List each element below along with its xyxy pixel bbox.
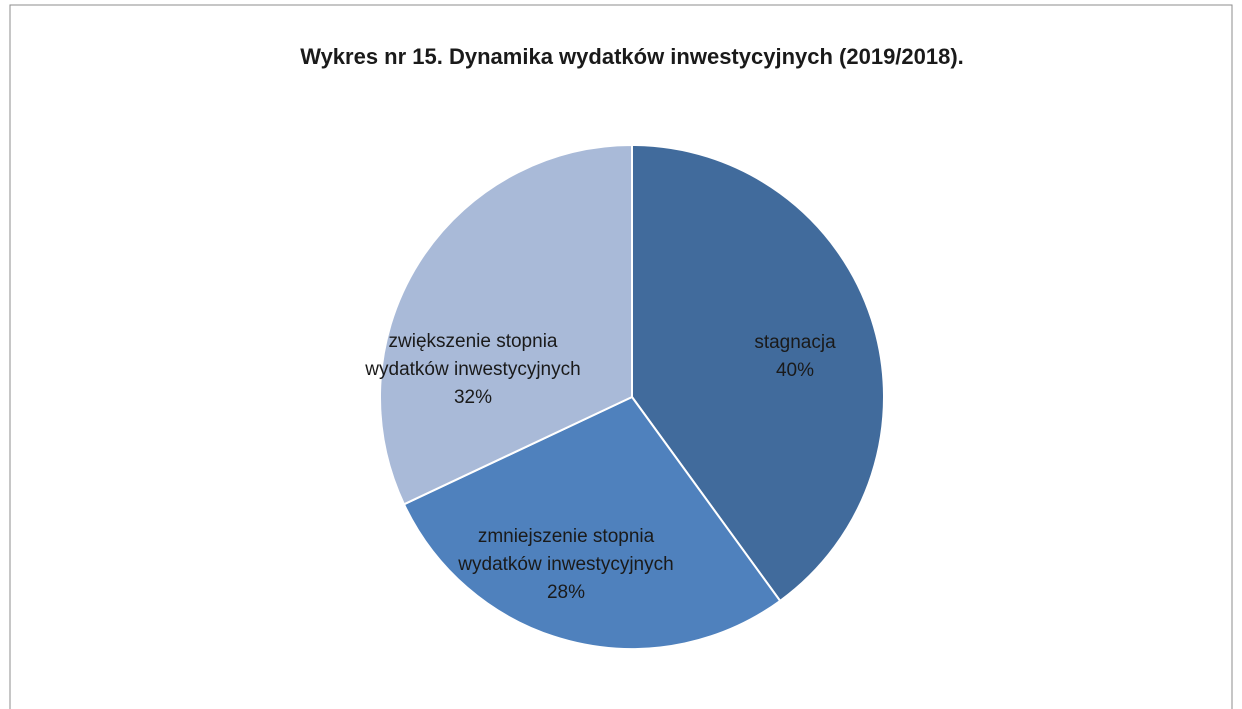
pie-slice (379, 143, 633, 506)
slice-label: stagnacja 40% (675, 287, 915, 427)
slice-label-box: zwiększenie stopnia wydatków inwestycyjn… (353, 300, 593, 440)
slice-value: 32% (453, 387, 493, 408)
slice-value: 28% (546, 582, 586, 603)
slice-category: zwiększenie stopnia wydatków inwestycyjn… (365, 331, 581, 380)
slice-label-box: zmniejszenie stopnia wydatków inwestycyj… (446, 495, 686, 635)
slice-value: 40% (775, 360, 815, 381)
slice-category: stagnacja (754, 332, 836, 353)
slice-label: zmniejszenie stopnia wydatków inwestycyj… (446, 495, 686, 635)
pie-slice (402, 395, 782, 650)
pie-slice (631, 143, 885, 603)
slice-label: zwiększenie stopnia wydatków inwestycyjn… (353, 300, 593, 440)
chart-title: Wykres nr 15. Dynamika wydatków inwestyc… (300, 44, 964, 69)
slice-category: zmniejszenie stopnia wydatków inwestycyj… (458, 526, 674, 575)
slice-label-box: stagnacja 40% (675, 287, 915, 427)
